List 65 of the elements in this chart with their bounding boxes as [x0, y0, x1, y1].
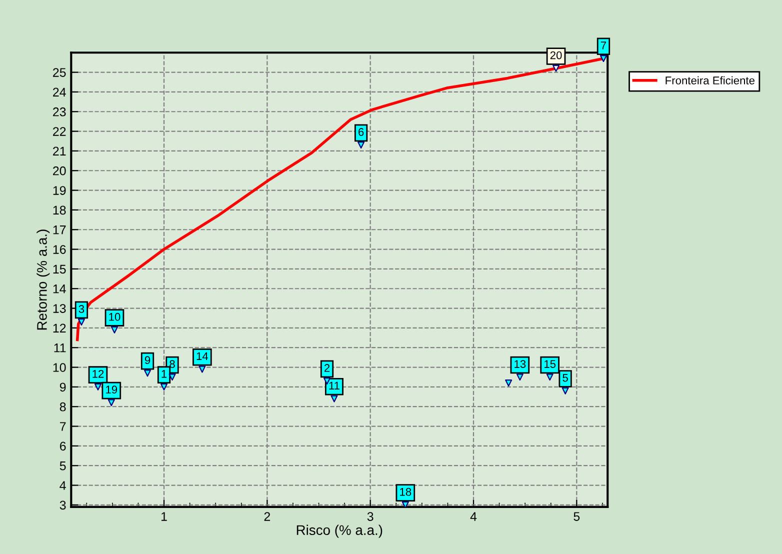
point	[600, 55, 607, 62]
point	[358, 142, 365, 149]
y-tick-label: 4	[60, 481, 66, 490]
annotation: 14	[196, 352, 208, 360]
point	[505, 380, 512, 387]
y-tick-label: 15	[53, 264, 66, 274]
point	[330, 395, 338, 402]
y-axis-title: Retorno (% a.a.)	[36, 230, 50, 330]
y-tick-label: 17	[53, 226, 66, 234]
x-tick-label: 2	[264, 512, 270, 521]
y-tick-label: 12	[53, 324, 66, 332]
y-tick-label: 23	[53, 107, 66, 116]
point	[110, 326, 118, 334]
annotation: 18	[400, 488, 412, 496]
annotation: 12	[92, 370, 104, 378]
y-tick-label: 11	[54, 344, 66, 352]
annotation: 9	[144, 356, 150, 364]
annotation: 2	[324, 364, 330, 372]
legend-label: Fronteira Eficiente	[666, 76, 754, 84]
annotation: 20	[550, 51, 562, 60]
y-tick-label: 18	[53, 206, 66, 215]
y-tick-label: 8	[60, 402, 66, 412]
annotation: 3	[78, 305, 84, 313]
annotation: 1	[162, 370, 167, 378]
annotation: 10	[109, 312, 120, 321]
y-tick-label: 13	[53, 304, 66, 313]
point	[78, 318, 85, 326]
point	[546, 374, 554, 381]
y-tick-label: 3	[60, 500, 66, 510]
annotation: 15	[544, 360, 556, 368]
point	[108, 399, 115, 406]
y-tick-label: 9	[60, 382, 66, 392]
point	[94, 383, 102, 390]
y-tick-label: 5	[60, 462, 66, 470]
y-tick-label: 22	[53, 127, 66, 136]
y-tick-label: 16	[53, 245, 66, 254]
y-tick-label: 20	[53, 166, 66, 176]
x-tick-label: 3	[367, 512, 374, 521]
annotation: 11	[329, 382, 340, 390]
y-tick-label: 24	[53, 88, 66, 96]
x-tick-label: 4	[470, 512, 477, 521]
y-tick-label: 25	[53, 68, 66, 77]
y-tick-label: 19	[53, 186, 66, 195]
y-tick-label: 7	[60, 422, 66, 431]
point	[168, 374, 176, 381]
y-tick-label: 10	[53, 363, 66, 372]
point	[562, 387, 569, 394]
point	[552, 64, 560, 72]
x-tick-label: 1	[161, 512, 167, 521]
point	[198, 366, 206, 373]
annotation: 19	[106, 386, 118, 394]
annotation: 5	[562, 374, 568, 382]
x-tick-label: 5	[574, 512, 580, 521]
annotation: 8	[170, 360, 175, 368]
annotation: 6	[358, 128, 364, 136]
annotation: 13	[514, 360, 526, 368]
point	[516, 374, 524, 381]
x-axis-title: Risco (% a.a.)	[296, 524, 382, 538]
y-tick-label: 21	[53, 146, 66, 156]
y-tick-label: 14	[53, 284, 66, 294]
point	[144, 370, 152, 377]
y-tick-label: 6	[60, 442, 66, 451]
annotation: 7	[600, 42, 606, 50]
point	[160, 383, 168, 390]
point	[402, 501, 409, 507]
